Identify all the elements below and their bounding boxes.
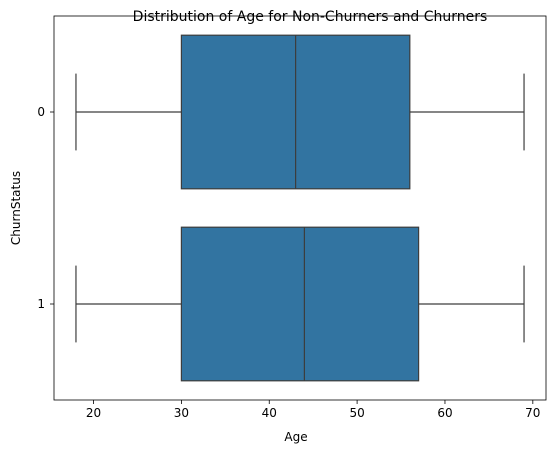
x-tick-label: 60 bbox=[437, 406, 452, 420]
y-axis-label: ChurnStatus bbox=[9, 171, 23, 245]
y-tick-label: 0 bbox=[37, 105, 45, 119]
boxes-layer bbox=[75, 34, 525, 382]
x-axis-label: Age bbox=[284, 430, 307, 444]
plot-frame bbox=[53, 15, 547, 401]
x-tick-label: 70 bbox=[525, 406, 540, 420]
box-group-0 bbox=[75, 34, 525, 190]
x-tick-label: 30 bbox=[174, 406, 189, 420]
x-tick-label: 50 bbox=[349, 406, 364, 420]
box-group-1 bbox=[75, 226, 525, 382]
chart-title: Distribution of Age for Non-Churners and… bbox=[133, 9, 488, 25]
x-axis: 20 30 40 50 60 70 bbox=[86, 400, 540, 420]
x-tick-label: 40 bbox=[262, 406, 277, 420]
y-tick-label: 1 bbox=[37, 297, 45, 311]
box-iqr bbox=[180, 226, 420, 382]
y-axis: 01 bbox=[37, 105, 54, 311]
x-tick-label: 20 bbox=[86, 406, 101, 420]
